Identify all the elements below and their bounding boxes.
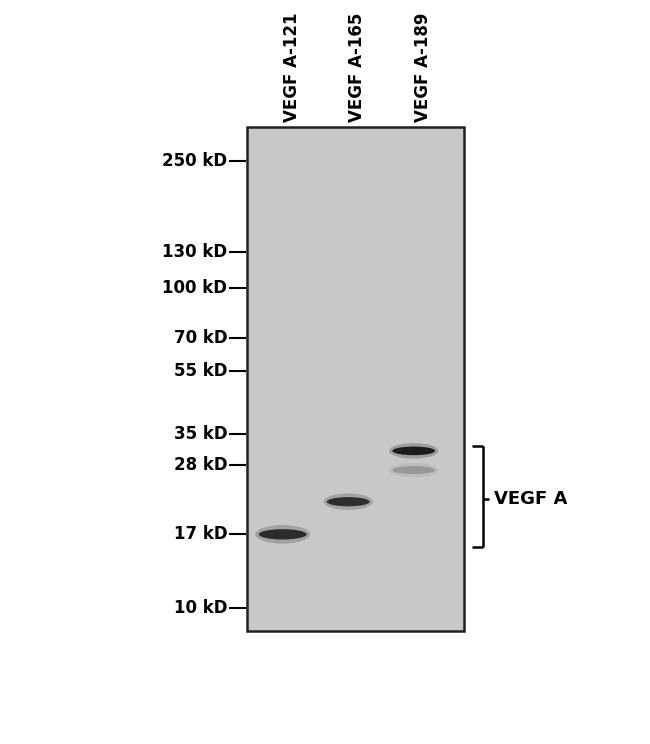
Ellipse shape	[259, 529, 307, 539]
Text: 17 kD: 17 kD	[174, 525, 228, 543]
Text: 10 kD: 10 kD	[174, 599, 228, 617]
Text: VEGF A-165: VEGF A-165	[348, 13, 366, 122]
Text: 100 kD: 100 kD	[162, 279, 228, 297]
Text: VEGF A-189: VEGF A-189	[414, 13, 432, 122]
Text: 70 kD: 70 kD	[174, 329, 228, 347]
Ellipse shape	[389, 443, 438, 458]
Ellipse shape	[389, 463, 438, 478]
Ellipse shape	[327, 497, 370, 507]
Text: 130 kD: 130 kD	[162, 243, 228, 260]
Text: VEGF A-121: VEGF A-121	[283, 13, 301, 122]
Ellipse shape	[324, 493, 373, 510]
Text: 55 kD: 55 kD	[174, 362, 228, 380]
Ellipse shape	[393, 446, 435, 455]
FancyBboxPatch shape	[248, 126, 464, 631]
Text: 250 kD: 250 kD	[162, 152, 228, 170]
Ellipse shape	[255, 525, 310, 544]
Text: 35 kD: 35 kD	[174, 425, 228, 443]
Text: VEGF A: VEGF A	[494, 490, 567, 507]
Text: 28 kD: 28 kD	[174, 456, 228, 474]
Ellipse shape	[393, 466, 435, 474]
